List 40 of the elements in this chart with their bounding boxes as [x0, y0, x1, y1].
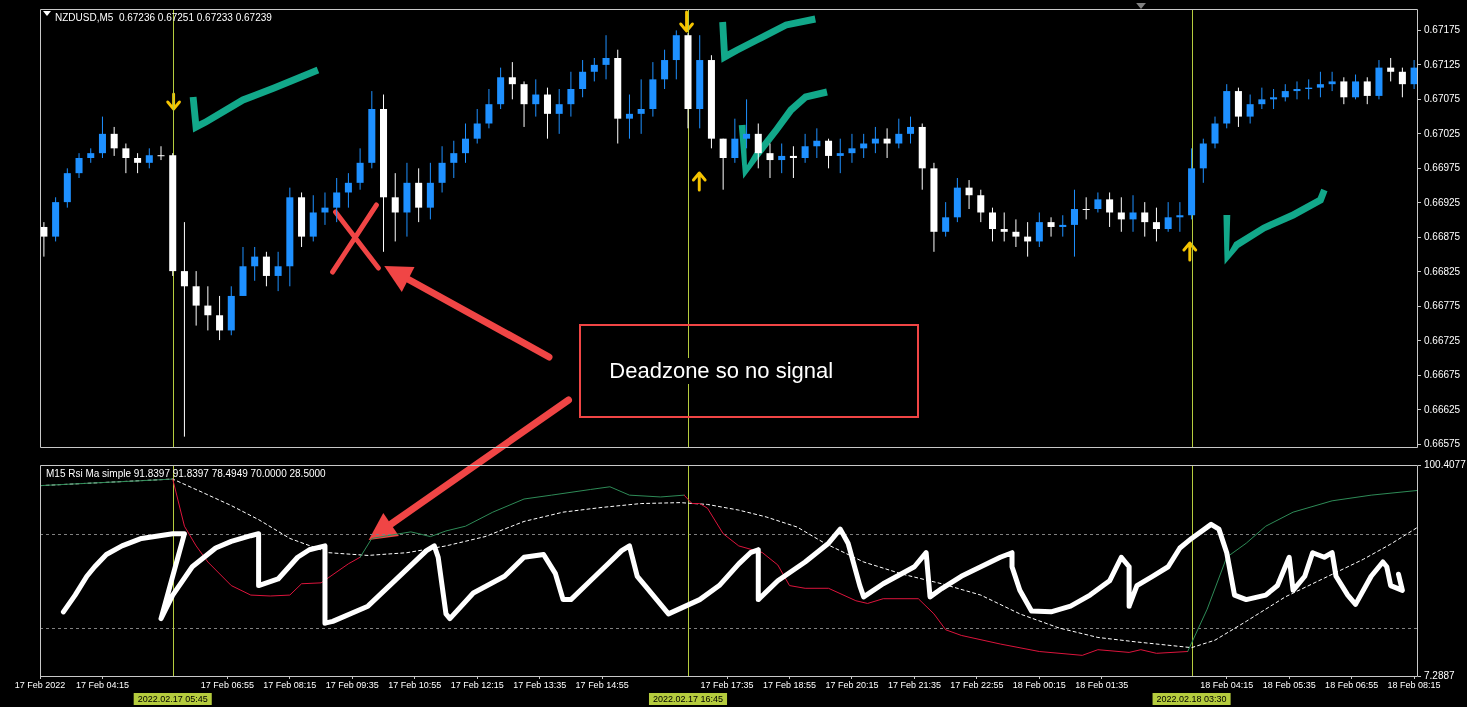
y-tick-label: 7.2887	[1424, 669, 1456, 681]
ref-line-label: 2022.02.17 05:45	[137, 693, 208, 704]
y-tick-label: 0.66675	[1424, 369, 1461, 381]
annotation: Deadzone so no signal	[607, 358, 836, 384]
x-tick-label: 17 Feb 08:15	[263, 679, 317, 690]
x-tick-label: 17 Feb 21:35	[887, 679, 941, 690]
ref-line-label: 2022.02.17 16:45	[652, 693, 724, 704]
y-tick-label: 0.66625	[1424, 403, 1461, 415]
y-tick-label: 0.66925	[1424, 196, 1461, 208]
y-tick-label: 100.4077	[1424, 458, 1467, 470]
y-tick-label: 0.67025	[1424, 127, 1461, 139]
x-tick-label: 17 Feb 22:55	[950, 679, 1004, 690]
x-tick-label: 17 Feb 06:55	[200, 679, 254, 690]
y-tick-label: 0.66975	[1424, 162, 1461, 174]
x-tick-label: 17 Feb 13:35	[513, 679, 567, 690]
ref-line-label: 2022.02.18 03:30	[1156, 693, 1227, 704]
y-tick-label: 0.67075	[1424, 93, 1461, 105]
x-tick-label: 17 Feb 14:55	[575, 679, 629, 690]
x-tick-label: 17 Feb 2022	[14, 679, 66, 690]
y-tick-label: 0.67175	[1424, 24, 1461, 36]
x-tick-label: 17 Feb 12:15	[450, 679, 504, 690]
x-tick-label: 17 Feb 09:35	[325, 679, 379, 690]
y-tick-label: 0.66575	[1424, 437, 1461, 449]
x-tick-label: 18 Feb 01:35	[1075, 679, 1129, 690]
x-tick-label: 17 Feb 20:15	[825, 679, 879, 690]
x-tick-label: 18 Feb 00:15	[1012, 679, 1066, 690]
x-tick-label: 18 Feb 06:55	[1325, 679, 1379, 690]
y-tick-label: 0.66775	[1424, 300, 1461, 312]
x-tick-label: 17 Feb 17:35	[700, 679, 754, 690]
x-tick-label: 17 Feb 10:55	[388, 679, 442, 690]
y-tick-label: 0.66725	[1424, 334, 1461, 346]
y-tick-label: 0.66825	[1424, 265, 1461, 277]
callout-box: Deadzone so no signal	[579, 324, 919, 418]
x-tick-label: 17 Feb 04:15	[75, 679, 129, 690]
y-tick-label: 0.67125	[1424, 58, 1461, 70]
x-tick-label: 18 Feb 05:35	[1262, 679, 1316, 690]
x-tick-label: 17 Feb 18:55	[762, 679, 817, 690]
x-tick-label: 18 Feb 08:15	[1387, 679, 1441, 690]
x-tick-label: 18 Feb 04:15	[1200, 679, 1254, 690]
y-tick-label: 0.66875	[1424, 231, 1461, 243]
